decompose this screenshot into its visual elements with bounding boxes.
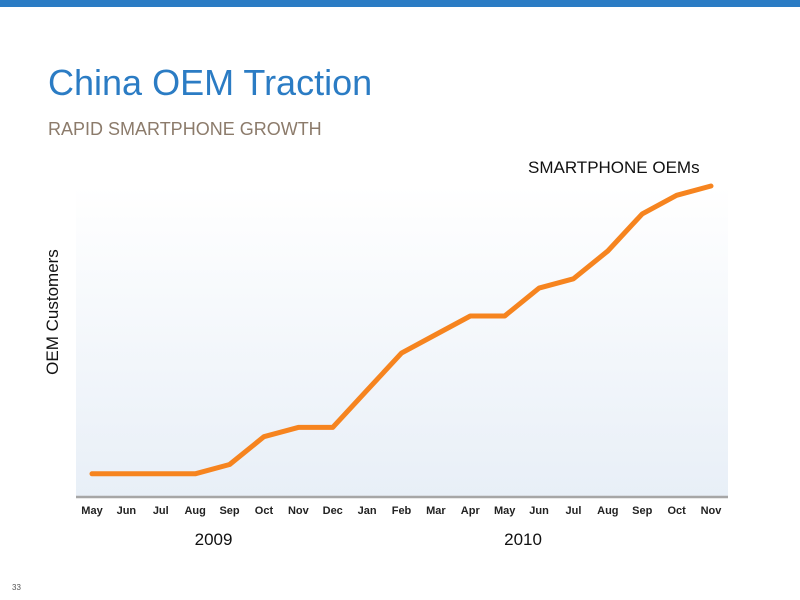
x-tick-label: Aug	[597, 505, 618, 517]
x-tick-label: Nov	[701, 505, 723, 517]
x-tick-label: Apr	[461, 505, 481, 517]
x-tick-label: Jan	[358, 505, 377, 517]
x-tick-label: Nov	[288, 505, 310, 517]
x-tick-label: Feb	[392, 505, 412, 517]
x-tick-label: Mar	[426, 505, 446, 517]
x-tick-label: Jun	[117, 505, 137, 517]
series-line	[89, 183, 714, 477]
x-tick-label: Oct	[255, 505, 274, 517]
x-tick-label: Jul	[153, 505, 169, 517]
x-tick-label: Sep	[632, 505, 652, 517]
plot-area	[76, 186, 728, 497]
x-tick-label: Sep	[219, 505, 239, 517]
year-label-2010: 2010	[504, 530, 542, 549]
year-label-2009: 2009	[194, 530, 233, 549]
x-tick-label: May	[494, 505, 516, 517]
x-tick-labels: May Jun Jul Aug Sep Oct Nov Dec Jan Feb Mar Apr May J…	[81, 505, 722, 517]
x-tick-label: May	[81, 505, 103, 517]
page-number: 33	[12, 583, 21, 592]
slide-subtitle: RAPID SMARTPHONE GROWTH	[48, 119, 322, 139]
x-tick-label: Jun	[529, 505, 549, 517]
slide-title: China OEM Traction	[48, 62, 373, 103]
x-tick-label: Dec	[323, 505, 343, 517]
top-accent-bar	[0, 0, 800, 7]
x-tick-label: Oct	[667, 505, 686, 517]
x-tick-label: Aug	[184, 505, 205, 517]
y-axis-label: OEM Customers	[43, 249, 62, 375]
series-label: SMARTPHONE OEMs	[528, 158, 700, 177]
x-tick-label: Jul	[565, 505, 581, 517]
series-group	[89, 183, 714, 477]
